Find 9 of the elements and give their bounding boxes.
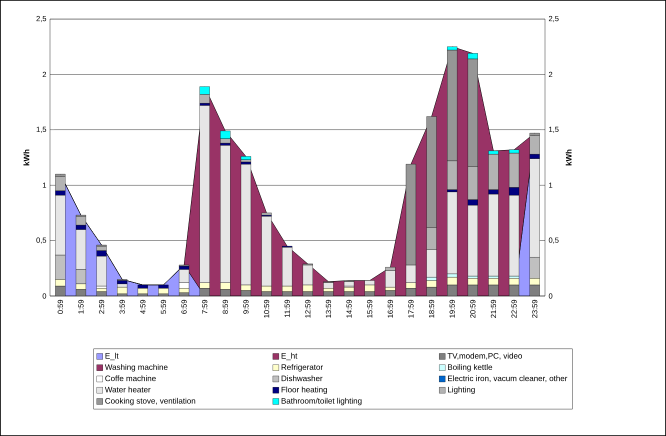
bar — [138, 288, 148, 294]
bar — [488, 194, 499, 276]
bar — [447, 192, 458, 274]
bar — [240, 156, 252, 160]
bar — [385, 270, 396, 288]
bar — [96, 288, 107, 292]
bar — [117, 286, 128, 294]
bar — [158, 288, 169, 294]
bar — [323, 282, 334, 288]
